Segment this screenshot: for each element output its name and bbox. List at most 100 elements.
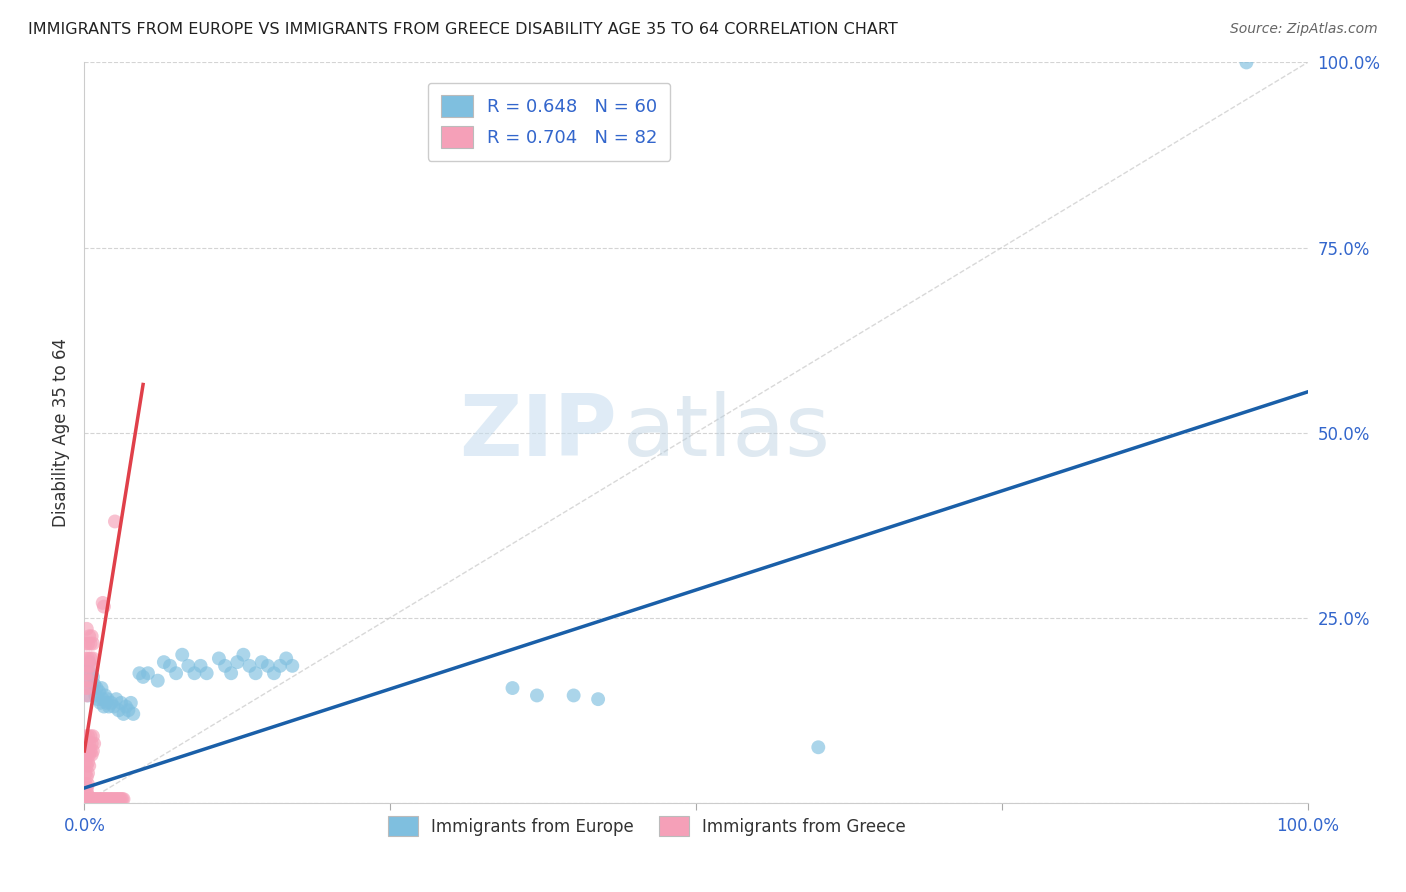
Point (82, 729, 104, 743)
Point (77, 747, 100, 762)
Point (214, 658, 236, 673)
Point (105, 792, 128, 806)
Point (75, 744, 97, 758)
Point (159, 658, 181, 673)
Text: ZIP: ZIP (458, 391, 616, 475)
Point (96, 696, 118, 710)
Point (75, 766, 97, 780)
Point (122, 706, 145, 721)
Point (75, 789, 97, 803)
Point (82, 792, 104, 806)
Y-axis label: Disability Age 35 to 64: Disability Age 35 to 64 (52, 338, 70, 527)
Point (77, 744, 100, 758)
Point (238, 658, 260, 673)
Point (226, 655, 249, 669)
Point (84, 689, 107, 703)
Point (82, 651, 104, 665)
Point (75, 729, 97, 743)
Point (257, 658, 280, 673)
Point (86, 792, 108, 806)
Point (104, 515, 127, 529)
Point (502, 681, 524, 695)
Point (136, 666, 159, 681)
Point (146, 673, 169, 688)
Point (79, 744, 101, 758)
Point (120, 696, 142, 710)
Point (107, 792, 129, 806)
Point (94, 689, 117, 703)
Point (190, 658, 212, 673)
Point (75, 666, 97, 681)
Point (263, 666, 285, 681)
Point (586, 692, 609, 706)
Point (79, 637, 101, 651)
Point (82, 744, 104, 758)
Point (128, 666, 150, 681)
Point (75, 755, 97, 769)
Point (91, 596, 114, 610)
Point (89, 792, 111, 806)
Point (77, 758, 100, 772)
Point (87, 792, 110, 806)
Point (245, 666, 267, 681)
Point (76, 673, 98, 688)
Point (110, 696, 132, 710)
Point (105, 792, 128, 806)
Point (91, 792, 114, 806)
Point (165, 666, 187, 681)
Point (101, 792, 124, 806)
Point (80, 747, 103, 762)
Point (77, 666, 100, 681)
Point (77, 766, 100, 780)
Point (77, 789, 100, 803)
Point (77, 673, 100, 688)
Point (76, 689, 98, 703)
Point (89, 696, 111, 710)
Point (80, 658, 103, 673)
Point (98, 792, 121, 806)
Point (77, 792, 100, 806)
Point (75, 681, 97, 695)
Point (87, 792, 110, 806)
Point (110, 792, 132, 806)
Point (276, 651, 298, 665)
Point (108, 792, 131, 806)
Point (76, 622, 98, 636)
Point (77, 729, 100, 743)
Point (90, 681, 112, 695)
Point (183, 666, 205, 681)
Point (76, 747, 98, 762)
Point (232, 648, 254, 662)
Point (77, 629, 100, 643)
Point (97, 792, 120, 806)
Point (77, 681, 100, 695)
Point (77, 792, 100, 806)
Point (97, 699, 120, 714)
Point (77, 655, 100, 669)
Point (77, 777, 100, 791)
Point (91, 692, 114, 706)
Point (82, 637, 104, 651)
Point (87, 692, 110, 706)
Point (87, 685, 110, 699)
Point (97, 792, 120, 806)
Point (93, 599, 115, 614)
Point (75, 658, 97, 673)
Point (77, 637, 100, 651)
Point (172, 648, 194, 662)
Point (84, 792, 107, 806)
Point (115, 699, 138, 714)
Point (80, 792, 103, 806)
Point (76, 770, 98, 784)
Point (93, 699, 115, 714)
Point (79, 729, 101, 743)
Point (76, 758, 98, 772)
Point (96, 792, 118, 806)
Text: IMMIGRANTS FROM EUROPE VS IMMIGRANTS FROM GREECE DISABILITY AGE 35 TO 64 CORRELA: IMMIGRANTS FROM EUROPE VS IMMIGRANTS FRO… (28, 22, 898, 37)
Point (526, 689, 548, 703)
Point (1236, 55, 1258, 70)
Point (77, 651, 100, 665)
Point (79, 666, 101, 681)
Point (97, 692, 120, 706)
Point (153, 655, 176, 669)
